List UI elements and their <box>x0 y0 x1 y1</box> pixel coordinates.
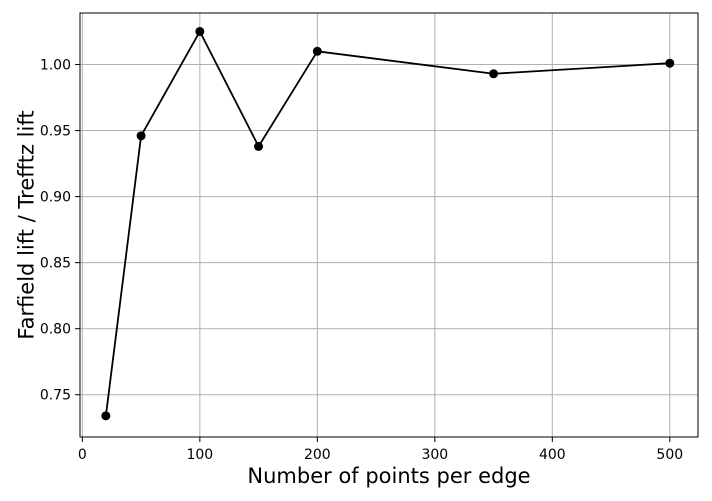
axis-ticks: 0 100 200 300 400 500 0.75 0.80 0.85 0.90 0.95 1.00 <box>40 58 683 463</box>
x-tick-label: 0 <box>78 447 87 463</box>
x-tick-label: 500 <box>656 447 683 463</box>
x-tick-label: 200 <box>304 447 331 463</box>
y-tick-label: 0.80 <box>40 322 71 338</box>
data-point <box>254 141 264 151</box>
data-point <box>312 46 322 56</box>
data-point <box>101 411 111 421</box>
x-tick-label: 400 <box>539 447 566 463</box>
data-point <box>665 58 675 68</box>
y-tick-label: 0.90 <box>40 190 71 206</box>
data-point <box>489 69 499 79</box>
y-axis-label: Farfield lift / Trefftz lift <box>14 110 38 339</box>
plot-frame <box>79 12 699 438</box>
series-layer <box>101 26 675 421</box>
x-axis-label: Number of points per edge <box>247 464 530 488</box>
y-tick-label: 0.95 <box>40 124 71 140</box>
y-tick-label: 0.75 <box>40 388 71 404</box>
data-point <box>136 131 146 141</box>
x-tick-label: 300 <box>421 447 448 463</box>
x-tick-label: 100 <box>186 447 213 463</box>
y-tick-label: 1.00 <box>40 58 71 74</box>
y-tick-label: 0.85 <box>40 256 71 272</box>
data-point <box>195 26 205 36</box>
grid-lines <box>80 13 698 437</box>
